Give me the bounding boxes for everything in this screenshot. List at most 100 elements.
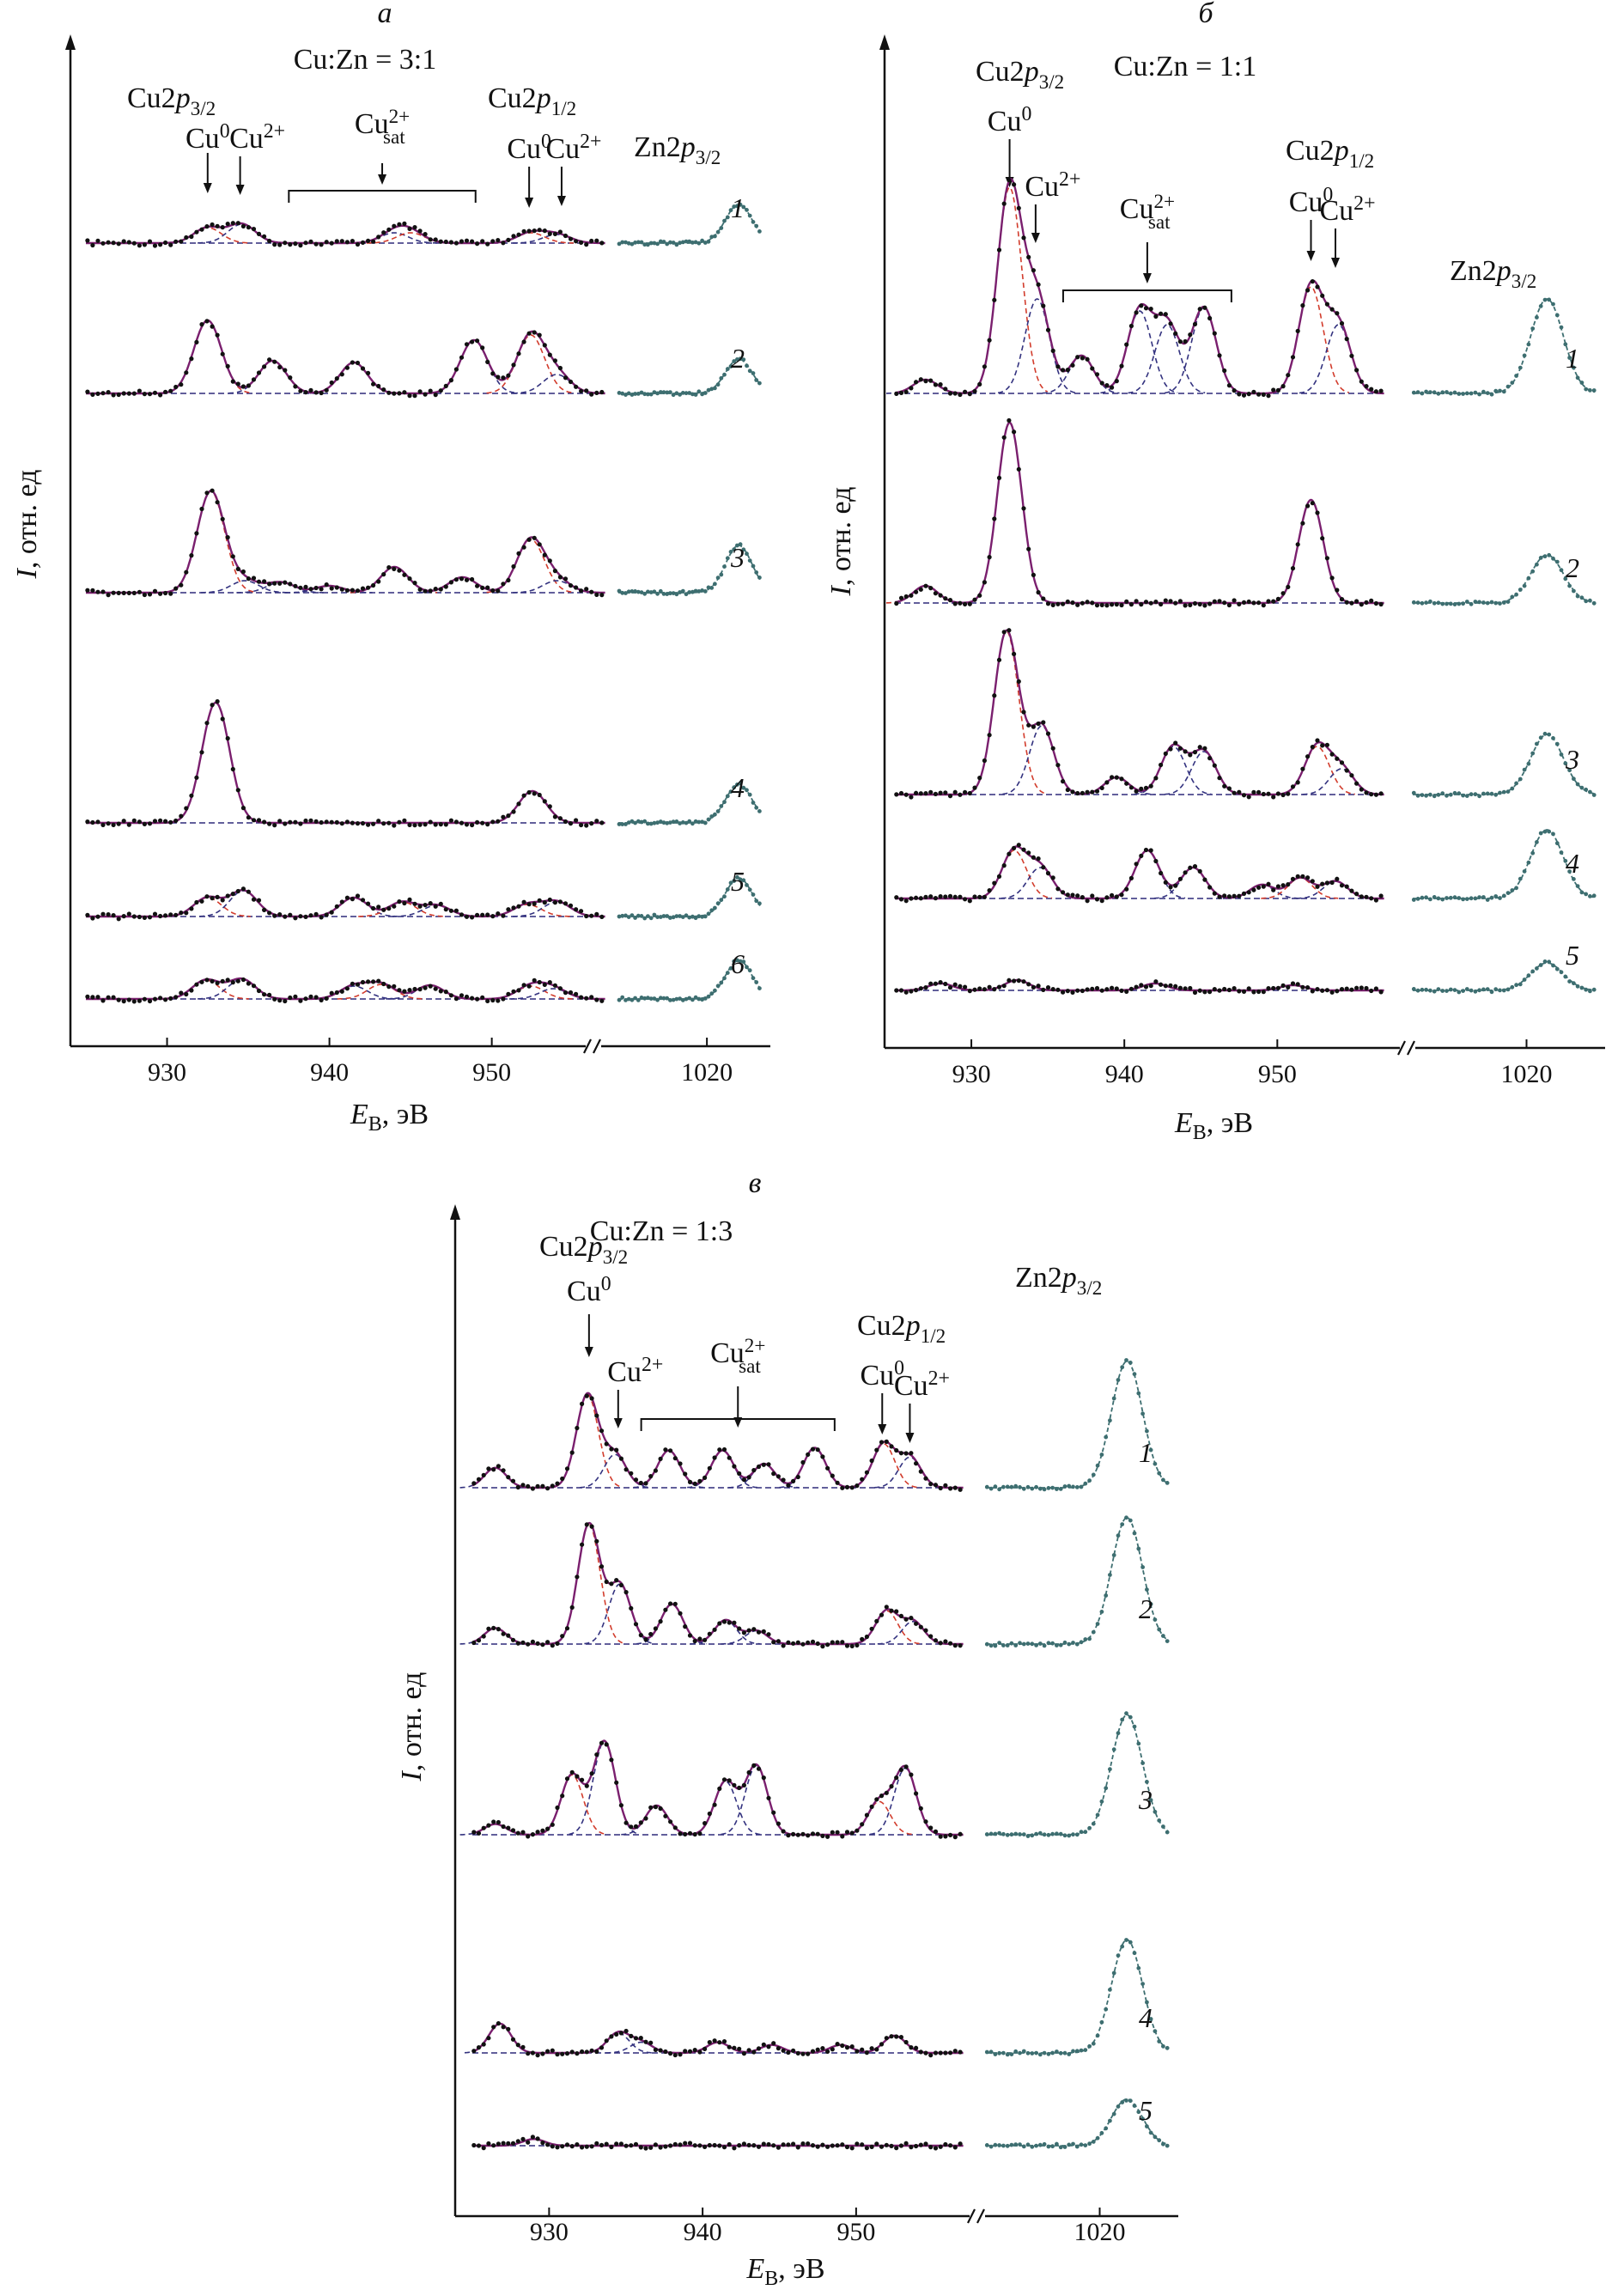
label-zn2p32-sub: 3/2 bbox=[696, 147, 721, 169]
arrow-cu0-12-head bbox=[1306, 251, 1316, 261]
label-zn2p32-base: Zn2 bbox=[1450, 255, 1497, 287]
x-tick-label: 1020 bbox=[1074, 2218, 1126, 2246]
component-peak bbox=[1108, 850, 1186, 899]
panel-title: Cu:Zn = 3:1 bbox=[294, 44, 437, 76]
spectrum-4: 4 bbox=[464, 1938, 1170, 2058]
x-axis-label-e: E bbox=[350, 1099, 368, 1130]
y-axis-label-unit: , отн. ед bbox=[396, 1672, 428, 1772]
label-zn2p32: Zn2p3/2 bbox=[1015, 1262, 1102, 1300]
fit-envelope bbox=[895, 845, 1384, 900]
y-axis-label-unit: , отн. ед bbox=[11, 470, 43, 569]
component-peak bbox=[621, 1805, 691, 1836]
arrow-sat-head bbox=[1142, 273, 1152, 283]
series-label: 2 bbox=[1566, 552, 1579, 583]
series-label: 4 bbox=[731, 772, 745, 803]
panel-title: Cu:Zn = 1:1 bbox=[1114, 51, 1257, 82]
series-label: 3 bbox=[730, 542, 745, 573]
y-axis-label-i: I bbox=[396, 1769, 428, 1781]
spectrum-5: 5 bbox=[471, 2095, 1170, 2151]
component-peak bbox=[200, 580, 289, 594]
x-tick-label: 940 bbox=[1105, 1060, 1144, 1088]
fit-envelope bbox=[86, 701, 605, 825]
label-cu2p12: Cu2p1/2 bbox=[488, 82, 576, 120]
label-cu2p12-base: Cu2 bbox=[1286, 135, 1335, 167]
label-cu2-12: Cu2+ bbox=[1319, 192, 1375, 227]
x-axis-label: EB, эВ bbox=[745, 2253, 824, 2290]
data-points bbox=[894, 843, 1384, 904]
data-points bbox=[471, 1522, 963, 1649]
zn-fit bbox=[986, 1714, 1169, 1836]
component-peak bbox=[877, 1620, 948, 1645]
component-peak bbox=[1100, 310, 1178, 394]
label-cu2p32: Cu2p3/2 bbox=[127, 82, 216, 120]
label-cu0: Cu0 bbox=[186, 120, 230, 155]
label-cu2-12-sup: 2+ bbox=[1353, 192, 1375, 215]
series-label: 3 bbox=[1138, 1784, 1153, 1815]
spectrum-3: 3 bbox=[85, 488, 762, 598]
x-axis-label-sub: B bbox=[764, 2268, 778, 2290]
x-axis-label-e: E bbox=[745, 2253, 764, 2285]
data-points bbox=[85, 319, 605, 399]
fit-envelope bbox=[471, 2022, 964, 2055]
component-peak bbox=[975, 850, 1053, 899]
label-cu2p32-sub: 3/2 bbox=[191, 98, 216, 120]
zn-data-points bbox=[984, 1515, 1170, 1648]
series-label: 2 bbox=[731, 343, 745, 374]
component-peak bbox=[551, 1393, 623, 1489]
component-peak bbox=[199, 890, 287, 917]
label-cu2: Cu2+ bbox=[607, 1354, 663, 1388]
component-peak bbox=[1002, 725, 1080, 795]
label-cu2-sat-sup: 2+ bbox=[745, 1335, 766, 1357]
label-cu0-12-sup: 0 bbox=[541, 131, 551, 153]
component-peak bbox=[848, 1443, 919, 1489]
label-cu0-12-sup: 0 bbox=[1323, 184, 1333, 206]
component-peak bbox=[874, 1456, 945, 1489]
label-cu2-base: Cu bbox=[229, 123, 264, 155]
label-cu2p12-base: Cu2 bbox=[857, 1310, 906, 1342]
component-peak bbox=[483, 904, 571, 917]
label-cu2-sup: 2+ bbox=[1059, 168, 1080, 191]
y-axis-label: I, отн. ед bbox=[825, 487, 857, 597]
component-peak bbox=[970, 422, 1049, 603]
x-axis-label-sub: B bbox=[368, 1113, 382, 1136]
label-cu2p32: Cu2p3/2 bbox=[976, 56, 1064, 94]
component-peak bbox=[1302, 768, 1380, 795]
component-peak bbox=[459, 1627, 531, 1645]
label-cu2p12: Cu2p1/2 bbox=[857, 1310, 946, 1348]
zn-data-points bbox=[984, 2098, 1170, 2150]
panel-letter: в bbox=[749, 1167, 762, 1199]
component-peak bbox=[167, 490, 254, 594]
zn-data-points bbox=[984, 1358, 1170, 1492]
x-axis-label-unit: , эВ bbox=[778, 2253, 824, 2285]
y-axis-arrow bbox=[879, 34, 890, 50]
label-cu0-12-base: Cu bbox=[507, 133, 541, 165]
y-axis-label: I, отн. ед bbox=[396, 1672, 428, 1782]
data-points bbox=[894, 628, 1384, 800]
zn-data-points bbox=[617, 875, 762, 921]
fit-envelope bbox=[86, 319, 605, 395]
arrow-cu2-head bbox=[1031, 233, 1040, 243]
spectrum-2: 2 bbox=[459, 1515, 1170, 1649]
y-axis-arrow bbox=[65, 34, 76, 50]
arrow-cu0-head bbox=[203, 183, 212, 193]
x-tick-label: 950 bbox=[1258, 1060, 1297, 1088]
component-peak bbox=[1042, 355, 1120, 394]
component-peak bbox=[337, 984, 425, 1000]
label-cu2-sat-base: Cu bbox=[710, 1337, 745, 1369]
label-zn2p32-base: Zn2 bbox=[634, 131, 681, 163]
spectrum-4: 4 bbox=[85, 698, 762, 828]
x-tick-label: 940 bbox=[684, 2218, 722, 2246]
x-axis-label: EB, эВ bbox=[350, 1099, 429, 1136]
x-tick-label: 930 bbox=[952, 1060, 991, 1088]
x-axis-label-e: E bbox=[1174, 1107, 1193, 1139]
spectrum-1: 1 bbox=[459, 1358, 1170, 1492]
component-peak bbox=[633, 1449, 704, 1489]
label-cu2p32-p: p bbox=[174, 82, 191, 114]
series-label: 1 bbox=[731, 192, 745, 223]
spectrum-4: 4 bbox=[894, 829, 1597, 904]
component-peak bbox=[843, 1800, 915, 1836]
